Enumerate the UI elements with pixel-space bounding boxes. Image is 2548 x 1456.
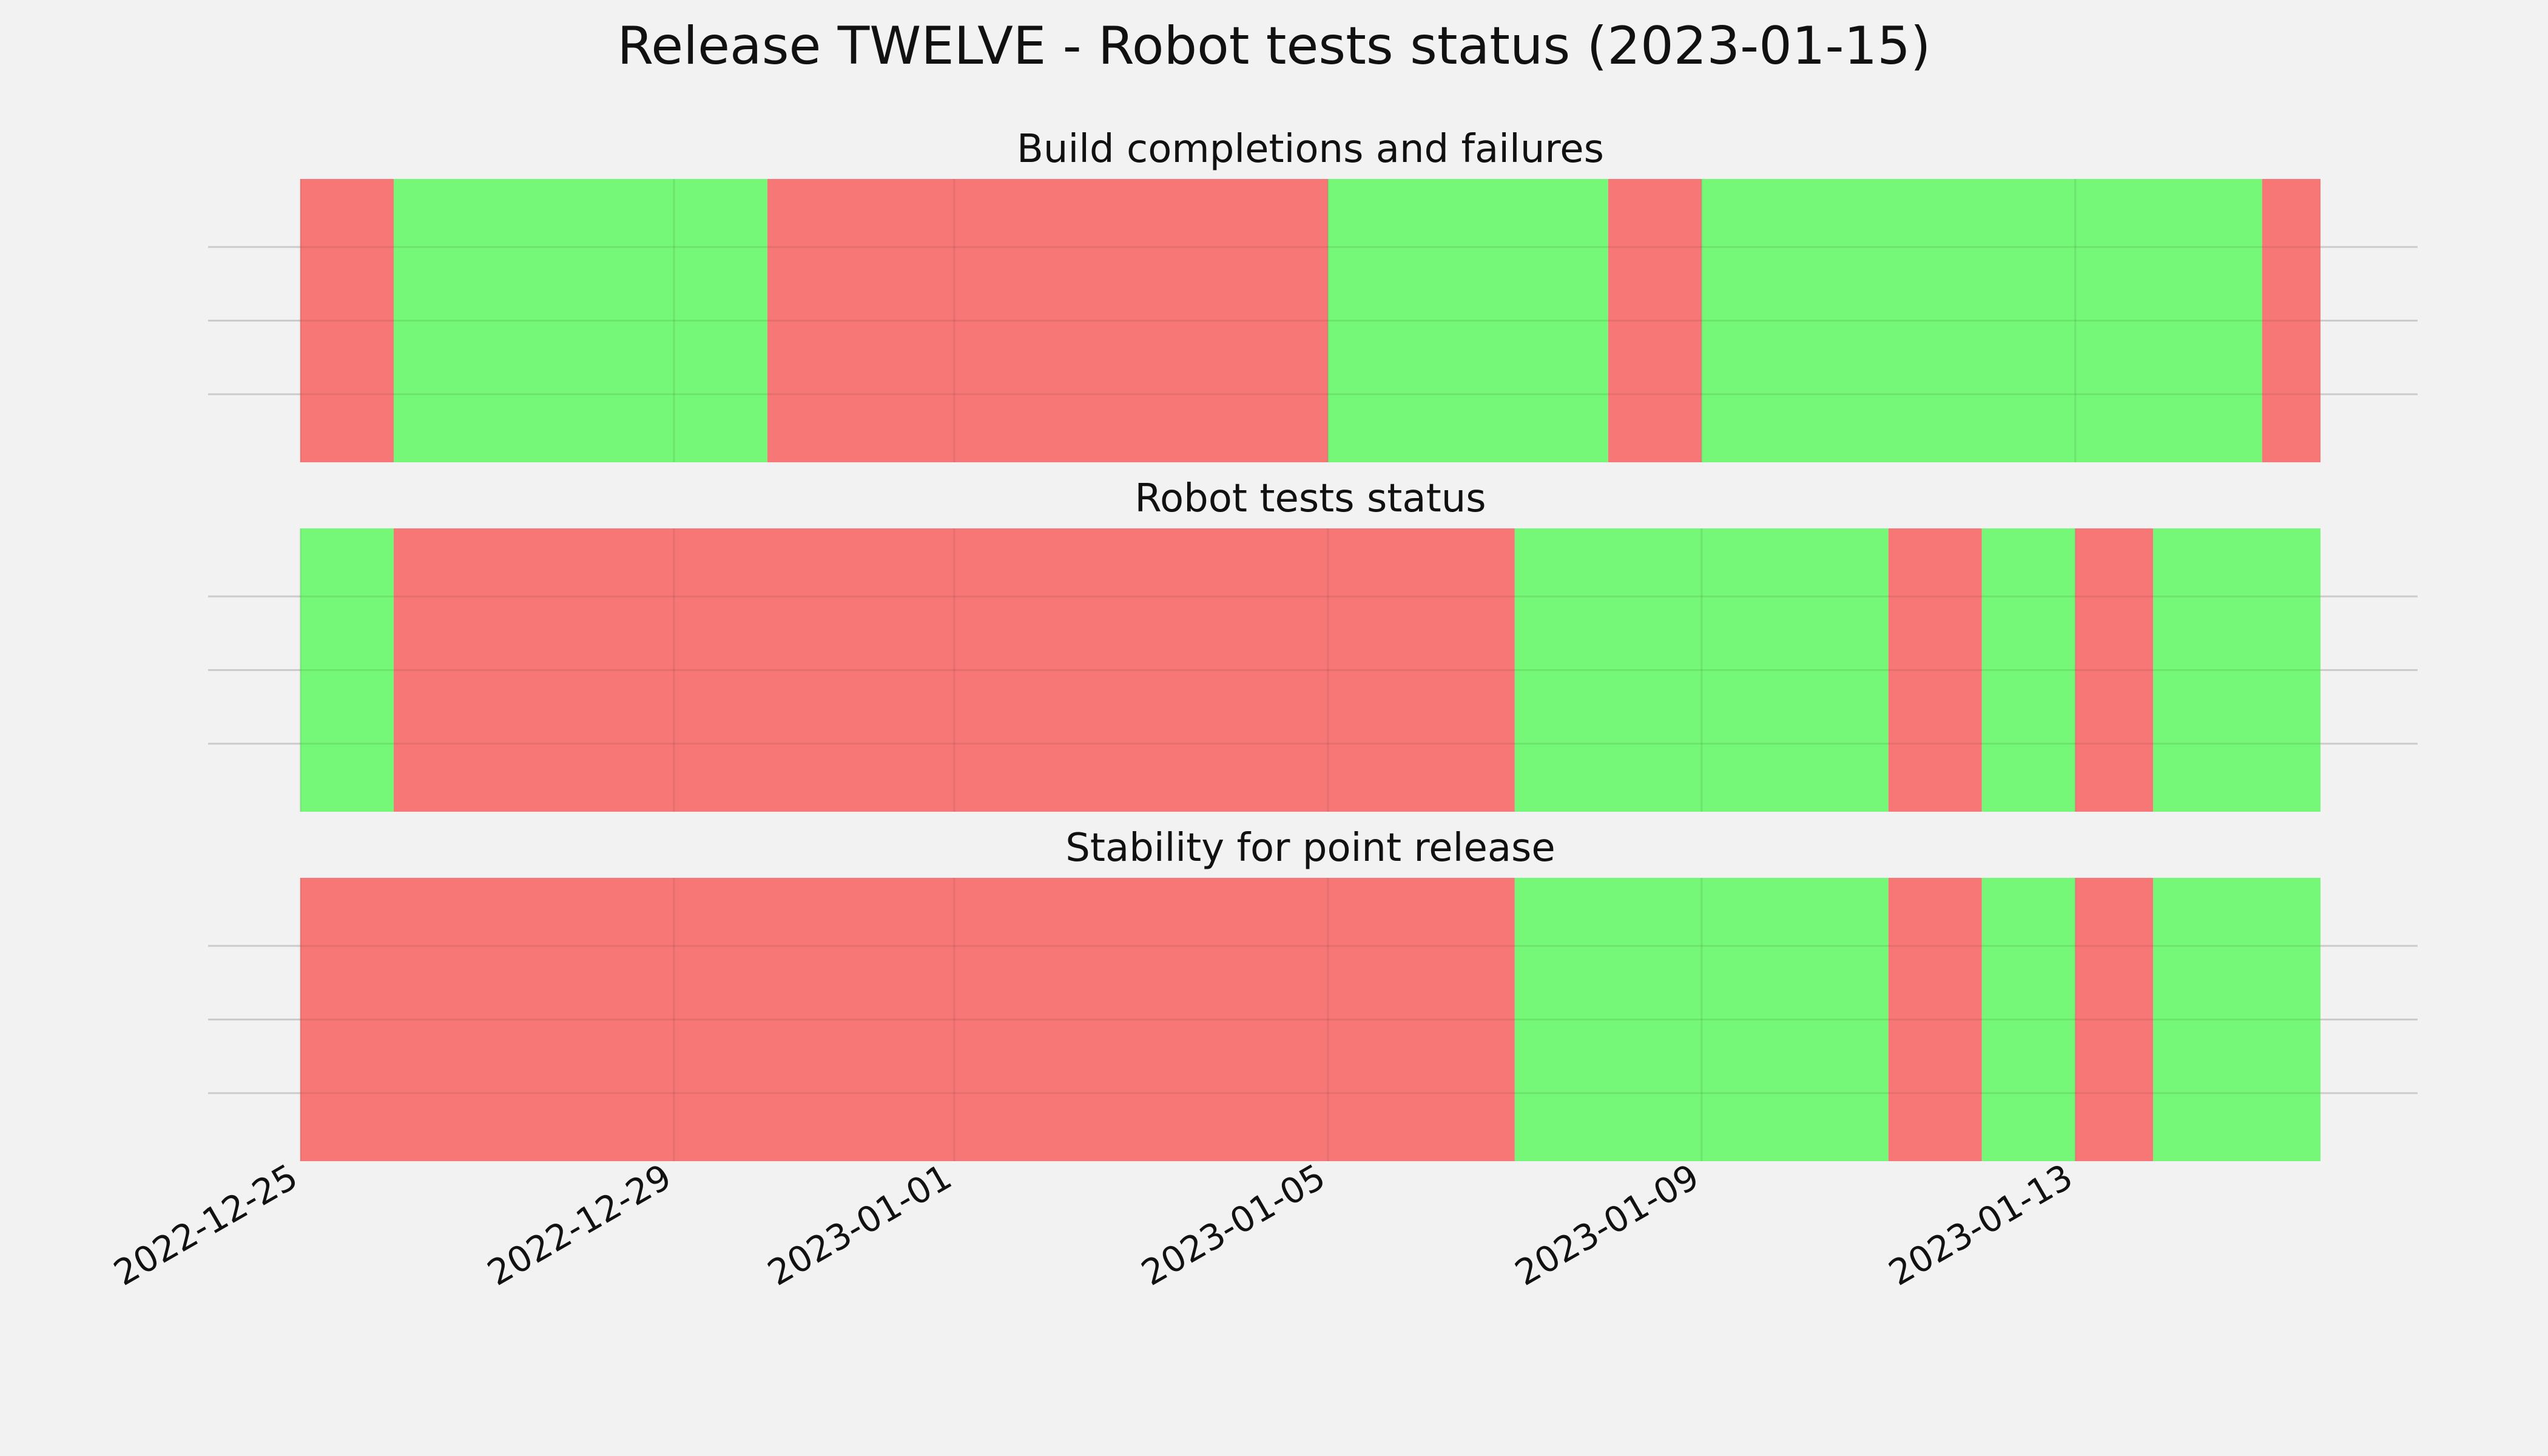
- segment-pass: [2153, 878, 2320, 1161]
- panels-layer: Build completions and failures Robot test…: [208, 127, 2418, 1161]
- segment-fail: [1888, 528, 1982, 812]
- panel-title: Build completions and failures: [1017, 127, 1604, 172]
- x-tick-label: 2023-01-01: [761, 1156, 959, 1293]
- segment-pass: [300, 528, 394, 812]
- segment-pass: [1514, 528, 1889, 812]
- segment-fail: [1888, 878, 1982, 1161]
- segment-pass: [1981, 528, 2075, 812]
- segment-pass: [393, 179, 767, 462]
- segment-fail: [1608, 179, 1702, 462]
- panel-title: Stability for point release: [1065, 826, 1555, 871]
- x-tick-label: 2023-01-13: [1882, 1156, 2080, 1293]
- segment-pass: [1981, 878, 2075, 1161]
- panel-3: Stability for point release: [208, 826, 2418, 1161]
- x-tick-label: 2022-12-29: [480, 1156, 678, 1293]
- segment-pass: [1327, 179, 1608, 462]
- segment-pass: [2153, 528, 2320, 812]
- segment-pass: [1701, 179, 2262, 462]
- segment-fail: [300, 179, 394, 462]
- segment-fail: [2262, 179, 2320, 462]
- x-tick-label: 2022-12-25: [107, 1156, 305, 1293]
- chart-title: Release TWELVE - Robot tests status (202…: [617, 16, 1930, 76]
- segment-fail: [2075, 878, 2154, 1161]
- panel-title: Robot tests status: [1134, 476, 1486, 521]
- segment-pass: [1514, 878, 1889, 1161]
- segment-fail: [393, 528, 1515, 812]
- panel-2: Robot tests status: [208, 476, 2418, 812]
- segment-fail: [2075, 528, 2154, 812]
- panel-1: Build completions and failures: [208, 127, 2418, 462]
- x-tick-label: 2023-01-05: [1134, 1156, 1332, 1293]
- segment-fail: [300, 878, 1515, 1161]
- x-tick-label: 2023-01-09: [1508, 1156, 1706, 1293]
- segment-fail: [767, 179, 1328, 462]
- x-axis: 2022-12-25 2022-12-29 2023-01-01 2023-01-05…: [107, 1156, 2080, 1293]
